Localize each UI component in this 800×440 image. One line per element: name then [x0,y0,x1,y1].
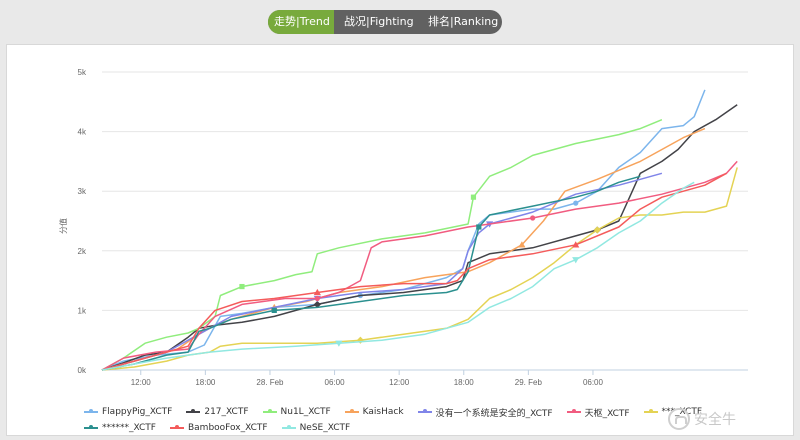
data-point[interactable] [518,241,526,248]
legend-label: FlappyPig_XCTF [102,407,173,417]
legend-marker-icon [89,409,93,413]
legend-item[interactable]: Nu1L_XCTF [262,407,331,417]
watermark-text: 安全牛 [694,412,736,428]
x-tick-label: 06:00 [583,378,604,387]
x-tick-label: 18:00 [195,378,216,387]
chart-grid [102,71,748,371]
legend-label: 217_XCTF [204,407,249,417]
y-tick-label: 0k [78,366,87,375]
x-tick-label: 29. Feb [515,378,543,387]
legend-item[interactable]: BambooFox_XCTF [169,423,268,433]
tab-ranking[interactable]: 排名|Ranking [428,15,499,28]
legend-swatch-icon [186,409,201,413]
legend-swatch-icon [566,409,581,413]
legend-item[interactable]: ******_XCTF [84,423,156,433]
y-tick-label: 3k [78,187,87,196]
legend-item[interactable]: 没有一个系统是安全的_XCTF [417,406,553,419]
legend-marker-icon [422,409,427,413]
data-point[interactable] [313,300,321,309]
chart-legend: FlappyPig_XCTF 217_XCTF Nu1L_XCTF KaisHack 没… [84,404,744,436]
data-point[interactable] [470,194,477,200]
series-line[interactable] [101,172,727,371]
series-9 [101,172,727,371]
legend-item[interactable]: 217_XCTF [186,407,249,417]
legend-swatch-icon [262,409,277,413]
legend-item[interactable]: NeSE_XCTF [281,423,351,433]
x-tick-label: 18:00 [454,378,475,387]
data-point[interactable] [314,295,320,302]
legend-label: Nu1L_XCTF [280,407,331,417]
legend-label: 没有一个系统是安全的_XCTF [435,408,553,419]
legend-swatch-icon [84,409,98,413]
legend-row: ******_XCTF BambooFox_XCTF NeSE_XCTF [84,420,744,436]
series-line[interactable] [101,181,695,371]
legend-item[interactable]: KaisHack [344,407,404,417]
data-point[interactable] [271,307,277,313]
y-axis: 0k 1k 2k 3k 4k 5k [78,68,87,375]
series-8 [101,175,641,371]
legend-marker-icon [267,409,272,413]
x-tick-label: 06:00 [325,378,346,387]
series-line[interactable] [101,175,641,371]
x-axis: 12:00 18:00 28. Feb 06:00 12:00 18:00 29. Feb 0… [102,369,748,387]
watermark: 安全牛 [668,408,736,430]
legend-item[interactable]: FlappyPig_XCTF [84,407,172,417]
legend-label: 天枢_XCTF [584,408,630,419]
legend-swatch-icon [281,425,296,429]
y-tick-label: 1k [78,306,87,315]
tab-fighting[interactable]: 战况|Fighting [344,15,414,28]
legend-marker-icon [648,409,653,413]
legend-marker-icon [89,425,93,429]
data-point[interactable] [335,340,343,347]
legend-row: FlappyPig_XCTF 217_XCTF Nu1L_XCTF KaisHack 没… [84,404,744,420]
legend-marker-icon [191,409,196,413]
y-tick-label: 2k [78,247,87,256]
tab-trend[interactable]: 走势|Trend [268,10,334,34]
series-3 [101,119,663,371]
data-point[interactable] [356,336,364,344]
series-6 [101,160,738,371]
legend-marker-icon [349,409,354,413]
chart-series [101,89,738,371]
legend-swatch-icon [169,425,184,429]
legend-marker-icon [174,425,179,429]
y-tick-label: 5k [78,68,87,77]
legend-swatch-icon [344,409,359,413]
legend-swatch-icon [643,409,658,413]
legend-label: ******_XCTF [102,423,156,433]
x-tick-label: 12:00 [131,378,152,387]
legend-swatch-icon [417,409,432,413]
data-point[interactable] [239,283,245,290]
legend-label: BambooFox_XCTF [187,423,268,433]
x-tick-label: 28. Feb [256,378,284,387]
data-point[interactable] [593,226,601,234]
data-point[interactable] [476,224,482,230]
x-tick-label: 12:00 [389,378,410,387]
series-line[interactable] [101,160,738,371]
series-line[interactable] [101,172,663,371]
data-point[interactable] [572,257,580,264]
legend-label: KaisHack [362,407,404,417]
data-point[interactable] [313,288,321,296]
legend-label: NeSE_XCTF [299,423,351,433]
view-tabs: 走势|Trend 战况|Fighting 排名|Ranking [268,10,502,34]
data-point[interactable] [530,215,536,221]
legend-marker-icon [571,409,576,413]
y-axis-label: 分值 [58,218,68,234]
series-line[interactable] [101,119,663,371]
series-10 [101,181,695,371]
data-point[interactable] [573,200,579,206]
legend-swatch-icon [84,425,98,429]
legend-item[interactable]: 天枢_XCTF [566,406,630,419]
y-tick-label: 4k [78,128,87,137]
watermark-logo-icon [668,408,690,430]
data-point[interactable] [572,241,580,248]
legend-marker-icon [286,425,291,429]
